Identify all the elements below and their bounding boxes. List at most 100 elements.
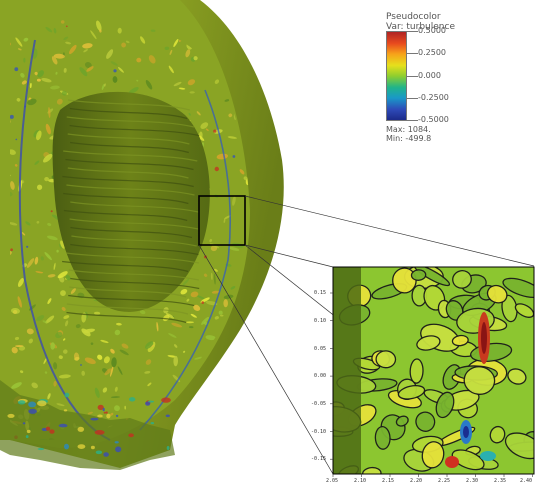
turbulence-spot [53, 262, 56, 271]
bottom-spot [37, 447, 45, 451]
bottom-spot [150, 422, 155, 425]
hole-stripe [68, 294, 195, 307]
bottom-spot [45, 426, 51, 431]
turbulence-spot [75, 324, 81, 329]
inset-y-tick-label: 0.15 [314, 290, 327, 296]
turbulence-spot [64, 320, 69, 327]
turbulence-peak [15, 138, 18, 141]
turbulence-spot [51, 56, 58, 65]
hole-stripe [71, 235, 197, 247]
turbulence-spot [21, 232, 26, 236]
turbulence-spot [245, 357, 250, 362]
turbulence-spot [168, 65, 174, 74]
legend-tick-label: -0.5000 [418, 115, 449, 124]
turbulence-spot [189, 437, 194, 440]
turbulence-spot [61, 90, 67, 96]
turbulence-spot [223, 215, 231, 220]
turbulence-spot [119, 349, 129, 356]
turbulence-spot [86, 66, 94, 72]
flux-ring-line [18, 39, 111, 441]
turbulence-spot [18, 346, 26, 351]
turbulence-spot [114, 386, 118, 392]
turbulence-spot [84, 357, 96, 365]
turbulence-spot [36, 78, 41, 82]
turbulence-spot [11, 307, 20, 314]
bottom-spot [165, 414, 170, 418]
turbulence-spot [60, 240, 66, 249]
legend-title-line2: Var: turbulence [386, 22, 455, 32]
turbulence-spot [228, 246, 240, 251]
turbulence-spot [214, 437, 219, 440]
inset-structure [504, 432, 534, 460]
inset-x-tick-label: 2.10 [354, 478, 367, 484]
legend-title-line1: Pseudocolor [386, 12, 441, 22]
turbulence-spot [239, 18, 244, 27]
turbulence-spot [96, 20, 102, 31]
legend-title: Pseudocolor Var: turbulence [386, 12, 455, 32]
turbulence-spot [186, 298, 190, 302]
inset-hot-spot-bottom [445, 456, 459, 468]
turbulence-spot [36, 184, 43, 190]
turbulence-spot [55, 71, 58, 75]
turbulence-spot [34, 256, 39, 265]
inset-structure [415, 411, 436, 432]
legend-color-bar [386, 31, 407, 121]
turbulence-spot [145, 79, 153, 90]
turbulence-spot [244, 0, 250, 4]
turbulence-peak [26, 245, 29, 248]
turbulence-spot [100, 339, 109, 344]
turbulence-spot [221, 395, 231, 401]
zoom-inset-panel [332, 266, 535, 475]
turbulence-spot [79, 67, 88, 77]
turbulence-spot [83, 49, 88, 53]
turbulence-peak [66, 25, 68, 28]
turbulence-spot [227, 136, 237, 139]
turbulence-spot [243, 176, 248, 181]
turbulence-spot [65, 274, 71, 281]
turbulence-spot [190, 313, 197, 318]
turbulence-spot [90, 30, 97, 40]
bottom-spot [161, 397, 171, 403]
turbulence-spot [174, 344, 178, 348]
turbulence-spot [226, 433, 231, 438]
legend-tick-mark [407, 98, 418, 99]
turbulence-spot [116, 322, 122, 326]
turbulence-spot [63, 349, 68, 354]
bottom-spot [28, 401, 37, 408]
turbulence-peak [14, 67, 19, 72]
turbulence-spot [104, 83, 106, 87]
turbulence-spot [150, 29, 156, 32]
turbulence-peak [10, 114, 14, 119]
turbulence-spot [218, 310, 223, 315]
inset-y-tick-label: 0.00 [314, 373, 327, 379]
bottom-spot [145, 401, 151, 406]
turbulence-peak [50, 210, 53, 213]
turbulence-spot [112, 76, 118, 83]
turbulence-spot [61, 307, 66, 311]
turbulence-spot [156, 321, 159, 332]
hole-stripe [70, 226, 193, 239]
bottom-spot [37, 400, 47, 407]
turbulence-spot [117, 366, 123, 375]
turbulence-spot [199, 411, 205, 416]
turbulence-spot [37, 70, 45, 78]
turbulence-spot [211, 290, 220, 294]
turbulence-spot [209, 238, 213, 243]
bottom-spot [77, 426, 85, 432]
turbulence-spot [102, 387, 108, 393]
turbulence-spot [182, 278, 190, 286]
turbulence-spot [201, 389, 206, 394]
turbulence-spot [97, 354, 103, 360]
bottom-spot [64, 392, 70, 398]
hole-stripe [67, 167, 189, 179]
turbulence-spot [55, 331, 63, 339]
turbulence-spot [251, 418, 262, 430]
turbulence-spot [210, 272, 213, 281]
turbulence-spot [139, 310, 146, 315]
turbulence-spot [53, 53, 65, 59]
turbulence-spot [251, 383, 259, 391]
inset-structure [486, 284, 508, 304]
turbulence-spot [190, 409, 198, 415]
turbulence-spot [173, 38, 179, 48]
turbulence-spot [114, 329, 121, 336]
